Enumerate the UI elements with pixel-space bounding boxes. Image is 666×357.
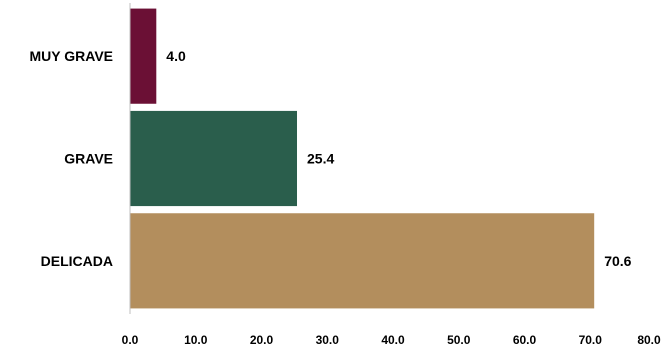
data-label-grave: 25.4: [307, 151, 334, 167]
category-label-delicada: DELICADA: [41, 253, 113, 269]
x-tick-label: 10.0: [184, 333, 208, 347]
bar-delicada: [130, 213, 595, 309]
x-tick-label: 30.0: [316, 333, 340, 347]
x-tick-label: 60.0: [513, 333, 537, 347]
bar-muy-grave: [130, 8, 157, 104]
bars-layer: [130, 8, 595, 309]
labels-layer: MUY GRAVE 4.0 GRAVE 25.4 DELICADA 70.6: [30, 48, 632, 269]
x-tick-label: 40.0: [381, 333, 405, 347]
data-label-muy-grave: 4.0: [166, 48, 186, 64]
bar-grave: [130, 110, 298, 207]
x-tick-label: 20.0: [250, 333, 274, 347]
category-label-grave: GRAVE: [64, 151, 113, 167]
x-tick-label: 0.0: [122, 333, 139, 347]
data-label-delicada: 70.6: [604, 253, 631, 269]
x-tick-label: 50.0: [447, 333, 471, 347]
x-tick-label: 70.0: [579, 333, 603, 347]
x-axis-ticks: 0.0 10.0 20.0 30.0 40.0 50.0 60.0 70.0 80.0: [122, 333, 661, 347]
x-tick-label: 80.0: [637, 333, 661, 347]
category-label-muy-grave: MUY GRAVE: [30, 48, 114, 64]
